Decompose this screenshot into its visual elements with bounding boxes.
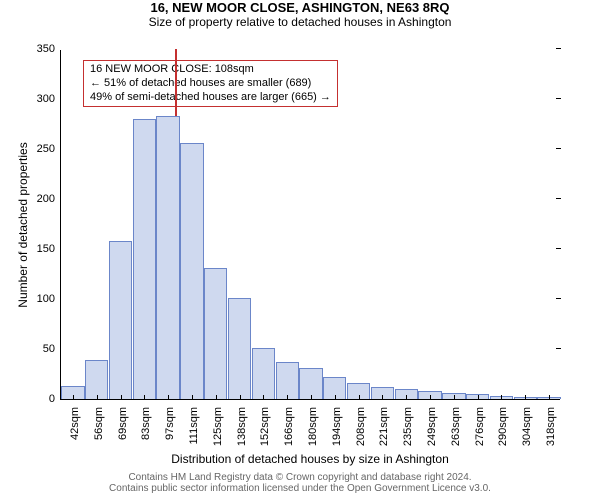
x-tick-label: 111sqm: [188, 399, 200, 445]
histogram-chart: 16, NEW MOOR CLOSE, ASHINGTON, NE63 8RQ …: [0, 0, 600, 500]
y-axis-label: Number of detached properties: [16, 50, 30, 400]
x-tick-label: 152sqm: [259, 399, 271, 446]
x-tick-label: 56sqm: [93, 399, 105, 440]
x-tick-label: 83sqm: [140, 399, 152, 440]
x-tick-label: 221sqm: [378, 399, 390, 446]
chart-subtitle: Size of property relative to detached ho…: [0, 15, 600, 29]
histogram-bar: [252, 348, 275, 399]
histogram-bar: [133, 119, 156, 399]
y-tick-label: 150: [37, 243, 61, 255]
footer-line: Contains HM Land Registry data © Crown c…: [0, 472, 600, 483]
histogram-bar: [109, 241, 132, 399]
y-tick-mark: [556, 248, 561, 249]
histogram-bar: [276, 362, 299, 399]
x-tick-label: 208sqm: [355, 399, 367, 446]
annotation-line: 49% of semi-detached houses are larger (…: [90, 91, 331, 105]
y-tick-mark: [556, 98, 561, 99]
histogram-bar: [228, 298, 251, 399]
x-tick-label: 263sqm: [450, 399, 462, 446]
y-tick-label: 350: [37, 43, 61, 55]
y-tick-mark: [556, 48, 561, 49]
x-tick-label: 138sqm: [236, 399, 248, 446]
x-tick-label: 97sqm: [164, 399, 176, 440]
x-tick-label: 166sqm: [283, 399, 295, 446]
attribution-footer: Contains HM Land Registry data © Crown c…: [0, 472, 600, 494]
y-tick-mark: [556, 198, 561, 199]
histogram-bar: [204, 268, 227, 399]
x-axis-label: Distribution of detached houses by size …: [60, 452, 560, 466]
annotation-line: ← 51% of detached houses are smaller (68…: [90, 77, 331, 91]
y-tick-mark: [556, 298, 561, 299]
y-tick-label: 300: [37, 93, 61, 105]
y-tick-label: 250: [37, 143, 61, 155]
y-tick-label: 0: [49, 393, 61, 405]
histogram-bar: [156, 116, 179, 399]
x-tick-label: 125sqm: [212, 399, 224, 446]
x-tick-label: 180sqm: [307, 399, 319, 446]
histogram-bar: [85, 360, 108, 399]
plot-area: 16 NEW MOOR CLOSE: 108sqm← 51% of detach…: [60, 50, 560, 400]
x-tick-label: 194sqm: [331, 399, 343, 446]
x-tick-label: 235sqm: [402, 399, 414, 446]
chart-title: 16, NEW MOOR CLOSE, ASHINGTON, NE63 8RQ: [0, 0, 600, 15]
x-tick-label: 290sqm: [497, 399, 509, 446]
annotation-line: 16 NEW MOOR CLOSE: 108sqm: [90, 63, 331, 77]
x-tick-label: 318sqm: [545, 399, 557, 446]
annotation-box: 16 NEW MOOR CLOSE: 108sqm← 51% of detach…: [83, 60, 338, 107]
y-tick-mark: [556, 148, 561, 149]
histogram-bar: [180, 143, 203, 399]
x-tick-label: 249sqm: [426, 399, 438, 446]
y-tick-label: 50: [43, 343, 61, 355]
footer-line: Contains public sector information licen…: [0, 483, 600, 494]
y-tick-label: 100: [37, 293, 61, 305]
y-tick-label: 200: [37, 193, 61, 205]
x-tick-label: 42sqm: [69, 399, 81, 440]
x-tick-label: 69sqm: [117, 399, 129, 440]
x-tick-label: 304sqm: [521, 399, 533, 446]
x-tick-label: 276sqm: [474, 399, 486, 446]
y-tick-mark: [556, 348, 561, 349]
